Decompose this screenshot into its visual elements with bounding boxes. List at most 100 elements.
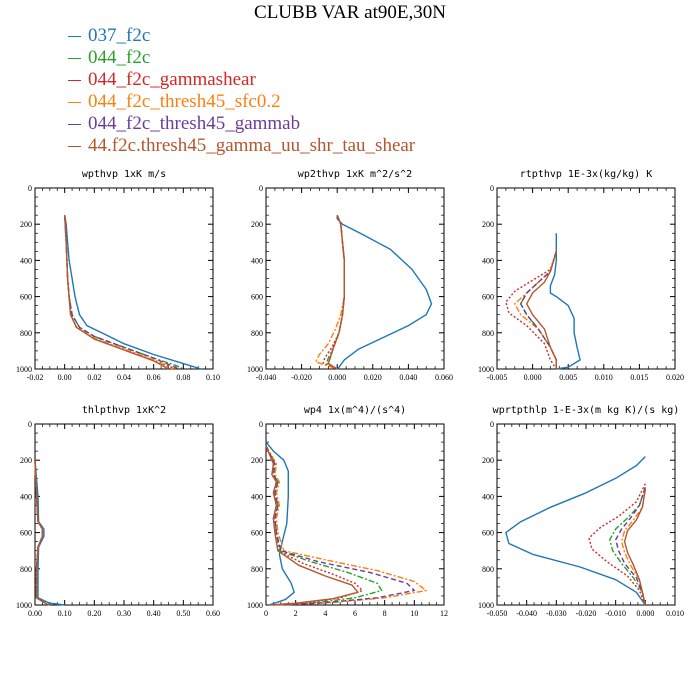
x-tick-label: 0 [264,609,268,618]
panel-frame [34,187,214,370]
x-tick-label: -0.020 [576,609,597,618]
x-tick-label: 0.40 [147,609,161,618]
panel-frame [496,423,676,606]
series-line [505,251,557,370]
y-tick-label: 200 [482,456,494,465]
x-tick-label: 6 [353,609,357,618]
x-tick-label: 0.060 [435,373,453,382]
y-tick-label: 1000 [478,601,494,610]
y-tick-label: 800 [20,329,32,338]
legend-label: 037_f2c [88,25,151,46]
legend-label: 044_f2c_gammashear [88,69,256,90]
x-tick-label: 10 [410,609,418,618]
legend-swatch [68,123,81,125]
panel-frame [34,423,214,606]
series-line [623,489,646,606]
x-tick-label: 12 [440,609,448,618]
x-tick-label: -0.02 [27,373,44,382]
x-tick-label: -0.040 [256,373,277,382]
legend-item: 44.f2c.thresh45_gamma_uu_shr_tau_shear [68,135,415,157]
x-tick-label: 0.000 [524,373,542,382]
y-tick-label: 600 [482,529,494,538]
x-tick-label: -0.030 [546,609,567,618]
legend-swatch [68,57,81,59]
x-tick-label: -0.020 [291,373,312,382]
y-tick-label: 1000 [478,365,494,374]
y-tick-label: 400 [482,492,494,501]
y-tick-label: 0 [490,184,494,193]
y-tick-label: 0 [259,420,263,429]
panel-title: wprtpthlp 1-E-3x(m kg K)/(s kg) [493,405,680,416]
series-line [34,460,51,606]
y-tick-label: 1000 [247,365,263,374]
x-tick-label: 0.020 [364,373,382,382]
panel-frame [496,187,676,370]
y-tick-label: 400 [482,256,494,265]
y-tick-label: 400 [251,256,263,265]
x-tick-label: 0.020 [666,373,684,382]
y-tick-label: 0 [490,420,494,429]
x-tick-label: 0.005 [559,373,577,382]
series-line [265,445,364,606]
x-tick-label: 0.015 [630,373,648,382]
series-line [588,483,646,606]
x-tick-label: 0.20 [87,609,101,618]
series-line [64,215,169,370]
series-line [265,445,383,606]
legend-label: 044_f2c [88,47,151,68]
x-tick-label: 0.000 [636,609,654,618]
legend-swatch [68,101,81,103]
y-tick-label: 400 [20,492,32,501]
x-tick-label: 0.040 [399,373,417,382]
panel-title: wp4 1x(m^4)/(s^4) [304,405,406,416]
series-line [64,215,180,370]
x-tick-label: 2 [294,609,298,618]
legend-item: 044_f2c_thresh45_gammab [68,113,415,135]
series-line [64,215,202,370]
y-tick-label: 400 [20,256,32,265]
y-tick-label: 800 [251,329,263,338]
series-line [615,487,646,606]
series-line [620,489,646,606]
chart-figure-title: CLUBB VAR at90E,30N [254,2,446,23]
panel-title: wpthvp 1xK m/s [82,169,166,180]
series-line [549,233,581,370]
y-tick-label: 800 [482,565,494,574]
series-line [315,214,345,370]
y-tick-label: 200 [20,220,32,229]
legend-item: 044_f2c_thresh45_sfc0.2 [68,91,415,113]
panel-title: rtpthvp 1E-3x(kg/kg) K [520,169,652,180]
x-tick-label: 0.30 [117,609,131,618]
y-tick-label: 1000 [16,365,32,374]
x-tick-label: -0.050 [487,609,508,618]
x-tick-label: -0.005 [487,373,508,382]
y-tick-label: 1000 [247,601,263,610]
legend-swatch [68,145,81,147]
series-line [520,251,557,369]
panel-title: wp2thvp 1xK m^2/s^2 [298,169,412,180]
y-tick-label: 200 [20,456,32,465]
series-line [336,215,433,370]
y-tick-label: 600 [20,529,32,538]
legend-item: 037_f2c [68,25,415,47]
series-line [514,251,557,369]
y-tick-label: 600 [482,293,494,302]
series-line [34,460,65,606]
y-tick-label: 800 [20,565,32,574]
series-line [505,456,646,606]
x-tick-label: 0.08 [176,373,190,382]
x-tick-label: 0.00 [28,609,42,618]
panel-title: thlpthvp 1xK^2 [82,405,166,416]
x-tick-label: 4 [323,609,327,618]
x-tick-label: 0.60 [206,609,220,618]
series-line [609,487,646,606]
panel-frame [265,187,445,370]
y-tick-label: 600 [20,293,32,302]
series-line [64,215,184,370]
x-tick-label: 0.010 [595,373,613,382]
y-tick-label: 800 [251,565,263,574]
series-line [265,445,415,606]
y-tick-label: 200 [251,220,263,229]
x-tick-label: 0.010 [666,609,684,618]
